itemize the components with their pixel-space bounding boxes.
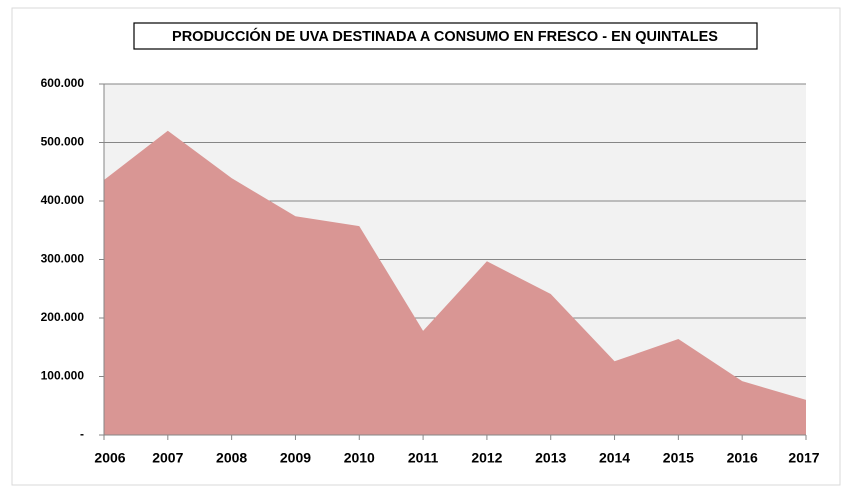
y-tick-label: - (80, 427, 84, 441)
y-tick-label: 500.000 (41, 135, 85, 149)
x-tick-label: 2017 (788, 450, 819, 466)
y-tick-label: 400.000 (41, 193, 85, 207)
x-tick-label: 2010 (344, 450, 375, 466)
chart-title: PRODUCCIÓN DE UVA DESTINADA A CONSUMO EN… (172, 27, 718, 45)
x-tick-label: 2016 (727, 450, 758, 466)
x-tick-label: 2008 (216, 450, 247, 466)
title-box (133, 22, 758, 50)
x-tick-label: 2009 (280, 450, 311, 466)
x-tick-label: 2012 (471, 450, 502, 466)
x-tick-label: 2015 (663, 450, 694, 466)
x-tick-label: 2014 (599, 450, 630, 466)
area (104, 130, 806, 436)
x-tick-label: 2007 (152, 450, 183, 466)
y-tick-label: 200.000 (41, 310, 85, 324)
y-tick-label: 600.000 (41, 76, 85, 90)
x-tick-label: 2006 (94, 450, 125, 466)
y-tick-label: 100.000 (41, 369, 85, 383)
y-tick-label: 300.000 (41, 252, 85, 266)
x-tick-label: 2013 (535, 450, 566, 466)
x-tick-label: 2011 (408, 450, 439, 466)
